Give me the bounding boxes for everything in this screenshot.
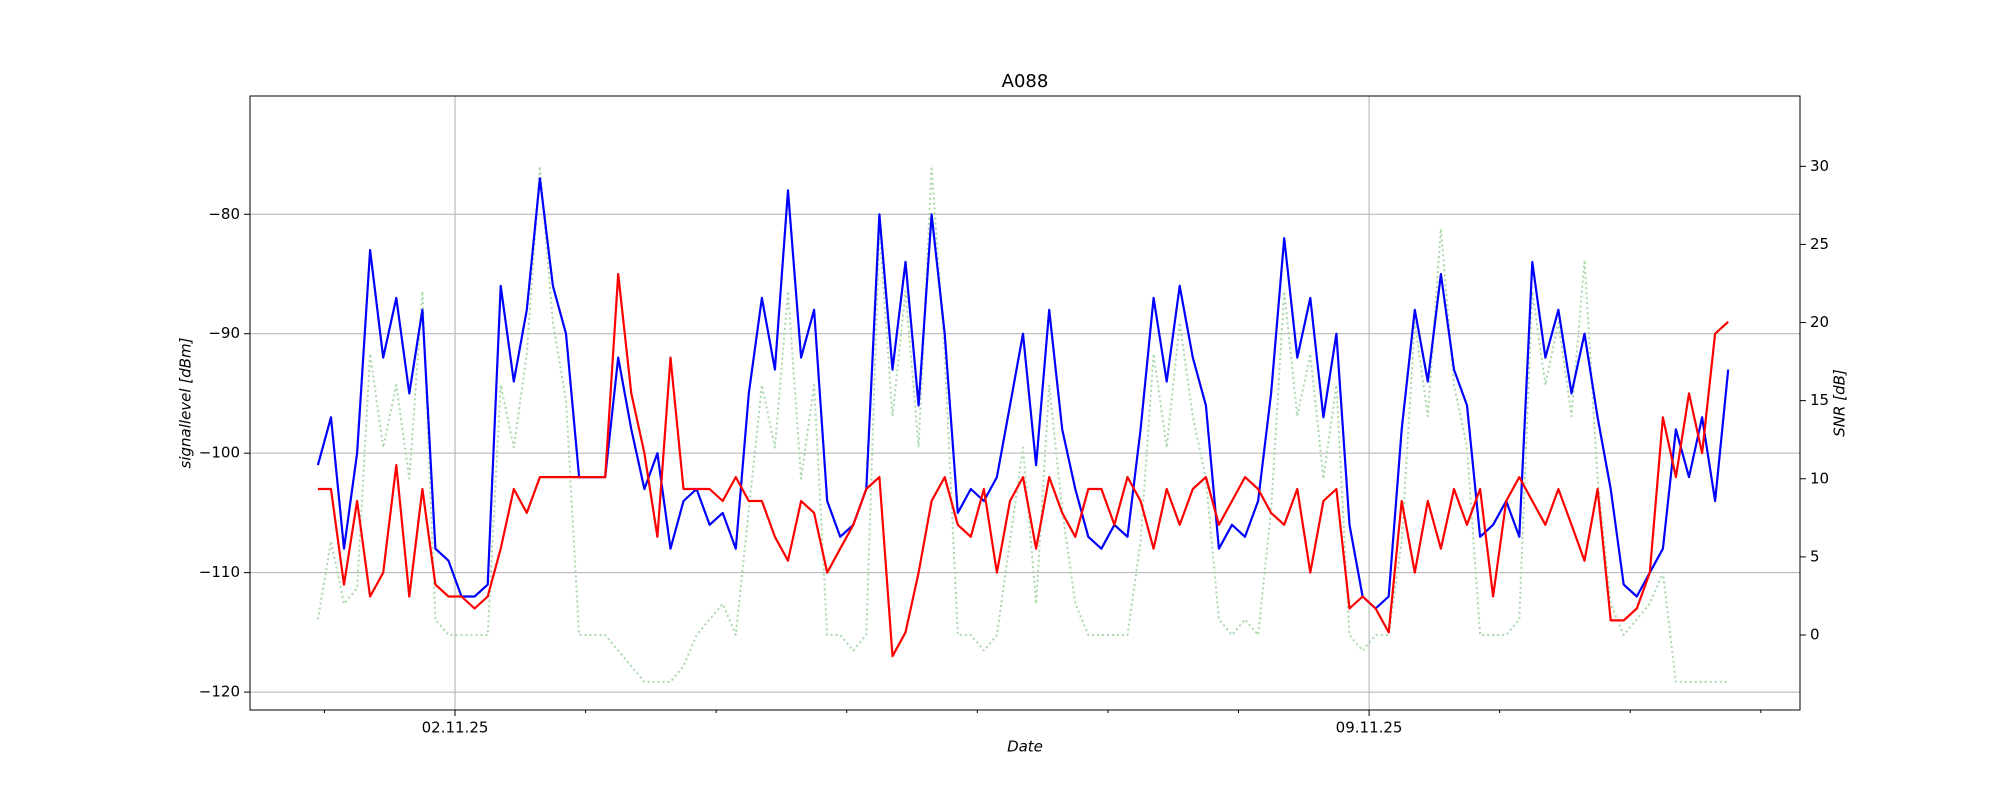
series-line xyxy=(316,177,1730,610)
y-tick-label: −90 xyxy=(208,324,240,342)
series-line xyxy=(317,272,1729,658)
y-tick-label: −120 xyxy=(199,683,240,701)
y2-tick-label: 0 xyxy=(1810,626,1820,644)
series-line xyxy=(316,165,1729,683)
plot-frame xyxy=(249,95,1801,711)
y2-tick-label: 15 xyxy=(1810,391,1829,409)
y-tick-label: −110 xyxy=(199,563,240,581)
y-axis-label: signallevel [dBm] xyxy=(177,337,195,468)
y2-tick-label: 30 xyxy=(1810,157,1829,175)
y-tick-label: −100 xyxy=(199,444,240,462)
y2-tick-label: 25 xyxy=(1810,235,1829,253)
y2-tick-label: 5 xyxy=(1810,547,1820,565)
y-tick-label: −80 xyxy=(208,205,240,223)
x-axis-label: Date xyxy=(1007,738,1043,756)
y2-tick-label: 10 xyxy=(1810,469,1829,487)
x-tick-label: 02.11.25 xyxy=(422,719,489,737)
chart-title: A088 xyxy=(1002,71,1049,92)
y2-tick-label: 20 xyxy=(1810,313,1829,331)
x-tick-label: 09.11.25 xyxy=(1336,719,1403,737)
y2-axis-label: SNR [dB] xyxy=(1831,369,1849,437)
